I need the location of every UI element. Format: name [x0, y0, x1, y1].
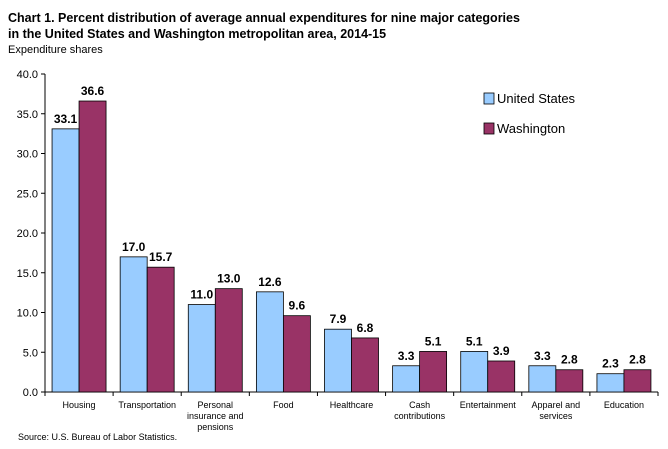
- bar-united-states: [51, 128, 80, 393]
- data-label: 5.1: [466, 334, 483, 348]
- bar-washington: [487, 360, 516, 393]
- bar-washington: [282, 315, 311, 393]
- bar-washington: [419, 351, 448, 393]
- bar-washington: [351, 337, 379, 393]
- chart-title: Chart 1. Percent distribution of average…: [8, 10, 648, 42]
- x-tick-label: pensions: [197, 422, 234, 432]
- x-tick-label: Apparel and: [532, 400, 581, 410]
- x-tick-label: services: [539, 411, 573, 421]
- chart-title-line-2: in the United States and Washington metr…: [8, 27, 387, 41]
- bar-united-states: [596, 373, 625, 393]
- data-label: 33.1: [54, 112, 78, 126]
- x-tick-label: Cash: [409, 400, 430, 410]
- y-tick-label: 0.0: [23, 387, 38, 399]
- x-tick-label: Food: [273, 400, 294, 410]
- chart-title-line-1: Chart 1. Percent distribution of average…: [8, 11, 520, 25]
- bar-washington: [78, 100, 107, 393]
- bar-united-states: [324, 328, 352, 393]
- data-label: 3.3: [398, 349, 415, 363]
- data-label: 15.7: [149, 250, 173, 264]
- bar-united-states: [460, 351, 489, 393]
- y-tick-label: 5.0: [23, 347, 38, 359]
- data-label: 7.9: [330, 312, 347, 326]
- y-tick-label: 35.0: [17, 109, 38, 121]
- bar-united-states: [187, 304, 216, 393]
- data-label: 12.6: [258, 275, 282, 289]
- y-tick-label: 40.0: [17, 69, 38, 81]
- data-label: 2.3: [602, 357, 619, 371]
- y-tick-label: 30.0: [17, 149, 38, 161]
- bar-united-states: [119, 256, 148, 393]
- data-label: 9.6: [289, 299, 306, 313]
- y-tick-label: 25.0: [17, 188, 38, 200]
- data-label: 36.6: [81, 84, 105, 98]
- bar-united-states: [392, 365, 421, 393]
- x-tick-label: Healthcare: [330, 400, 374, 410]
- x-tick-label: contributions: [394, 411, 446, 421]
- data-label: 2.8: [561, 353, 578, 367]
- data-label: 11.0: [190, 288, 213, 302]
- legend-label-washington: Washington: [497, 121, 565, 136]
- x-tick-label: Education: [604, 400, 644, 410]
- x-tick-label: insurance and: [187, 411, 244, 421]
- bar-washington: [623, 369, 652, 393]
- x-tick-label: Transportation: [118, 400, 176, 410]
- y-tick-label: 15.0: [17, 268, 38, 280]
- y-tick-label: 10.0: [17, 308, 38, 320]
- data-label: 17.0: [122, 240, 146, 254]
- data-label: 6.8: [357, 321, 374, 335]
- y-axis-label: Expenditure shares: [8, 44, 103, 56]
- bar-washington: [214, 288, 243, 393]
- bar-washington: [555, 369, 584, 393]
- x-tick-label: Entertainment: [460, 400, 517, 410]
- legend-swatch-washington: [483, 122, 495, 135]
- data-label: 13.0: [217, 272, 241, 286]
- bar-united-states: [255, 291, 284, 393]
- data-label: 5.1: [425, 334, 442, 348]
- y-tick-label: 20.0: [17, 228, 38, 240]
- bar-united-states: [528, 365, 557, 393]
- legend-label-united-states: United States: [497, 91, 576, 106]
- data-label: 3.9: [493, 344, 510, 358]
- x-tick-label: Housing: [63, 400, 96, 410]
- data-label: 2.8: [629, 353, 646, 367]
- x-tick-label: Personal: [198, 400, 234, 410]
- bar-washington: [146, 266, 175, 393]
- legend-swatch-united-states: [483, 92, 495, 105]
- source-note: Source: U.S. Bureau of Labor Statistics.: [18, 432, 178, 442]
- data-label: 3.3: [534, 349, 551, 363]
